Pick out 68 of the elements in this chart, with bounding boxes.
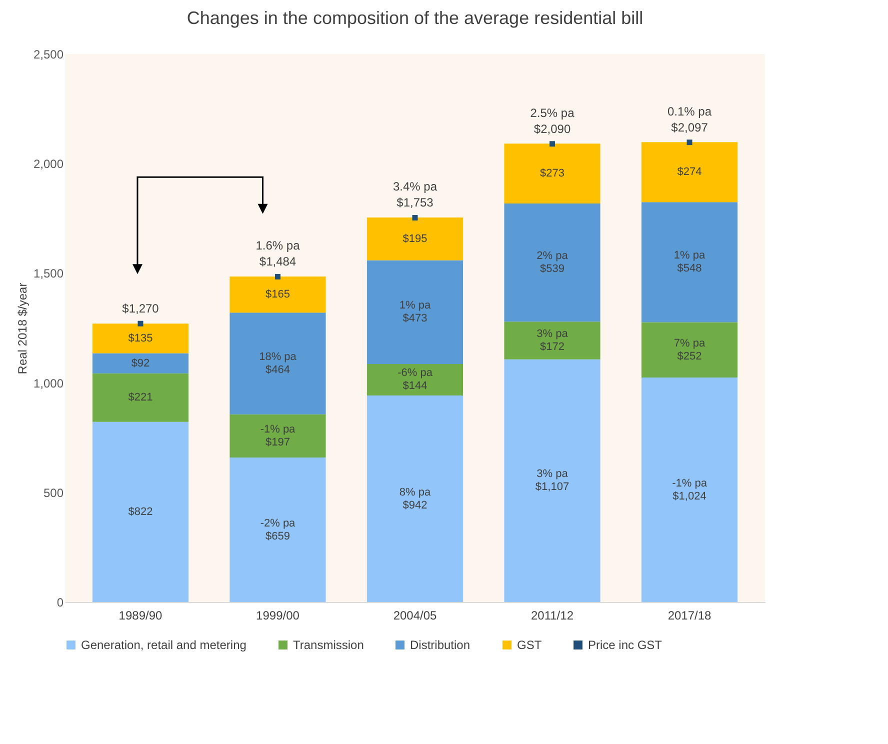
- bar: [641, 142, 738, 202]
- bar: [92, 373, 189, 422]
- y-tick-label: 0: [56, 596, 64, 610]
- bar: [92, 422, 189, 602]
- text: 8% pa $942: [399, 486, 431, 512]
- data-label: $822: [128, 506, 153, 518]
- bar: [366, 218, 464, 260]
- point: [550, 141, 555, 147]
- y-tick-label: 2,000: [33, 157, 64, 172]
- bar: [504, 359, 600, 602]
- y-tick-label: 2,500: [33, 48, 64, 62]
- text: 18% pa $464: [259, 351, 296, 376]
- data-label: $274: [677, 166, 702, 178]
- text: 3% pa $172: [536, 328, 568, 353]
- bar: [641, 378, 738, 602]
- data-label: $273: [540, 168, 564, 180]
- bar: [92, 324, 189, 354]
- bar: [504, 144, 600, 204]
- bar: [366, 396, 464, 602]
- text: 2% pa $539: [536, 250, 568, 276]
- text: 0.1% pa $2,097: [667, 104, 712, 134]
- bar: [366, 364, 464, 396]
- bar: [230, 276, 326, 313]
- chart-title: Changes in the composition of the average residential bill: [186, 8, 644, 28]
- legend-label: Generation, retail and metering: [81, 638, 246, 652]
- text: 2.5% pa $2,090: [530, 106, 574, 136]
- text: 1% pa $548: [674, 250, 706, 275]
- text: 3.4% pa $1,753: [392, 180, 438, 210]
- text: 7% pa $252: [674, 337, 706, 362]
- legend-label: GST: [517, 638, 542, 652]
- text: -6% pa $144: [398, 367, 432, 392]
- data-label: $135: [128, 332, 153, 344]
- data-label: $165: [266, 288, 290, 301]
- legend-label: Price inc GST: [588, 638, 663, 652]
- point: [138, 320, 144, 326]
- text: 1% pa $473: [399, 300, 431, 325]
- bar: [504, 203, 600, 322]
- bar: [366, 260, 464, 364]
- point: [686, 140, 692, 146]
- legend-label: Transmission: [293, 638, 364, 652]
- bar: [641, 322, 738, 378]
- bar: [230, 458, 326, 602]
- x-tick-label: 2011/12: [531, 608, 574, 622]
- point: [275, 274, 280, 280]
- text: 3% pa $1,107: [535, 468, 570, 494]
- data-label: $1,270: [122, 302, 160, 316]
- text: 1.6% pa $1,484: [256, 238, 300, 269]
- point: [412, 215, 418, 220]
- bar: [92, 353, 189, 374]
- y-tick-label: 1,000: [33, 376, 64, 390]
- data-label: $195: [402, 232, 428, 245]
- text: -1% pa $197: [260, 423, 296, 448]
- data-label: $92: [131, 357, 150, 370]
- legend-label: Distribution: [410, 638, 470, 652]
- x-tick-label: 1999/00: [256, 608, 300, 622]
- bar: [641, 202, 738, 322]
- text: -2% pa $659: [260, 517, 296, 542]
- bar: [230, 312, 326, 414]
- y-tick-label: 1,500: [33, 266, 64, 281]
- bar: [230, 414, 326, 458]
- y-tick-label: 500: [43, 486, 64, 500]
- x-tick-label: 2004/05: [393, 608, 438, 622]
- text: -1% pa $1,024: [672, 477, 707, 502]
- data-label: $221: [128, 392, 153, 404]
- x-tick-label: 2017/18: [668, 608, 712, 622]
- bar: [504, 322, 600, 360]
- x-tick-label: 1989/90: [118, 608, 162, 622]
- y-axis-title: Real 2018 $/year: [15, 282, 30, 374]
